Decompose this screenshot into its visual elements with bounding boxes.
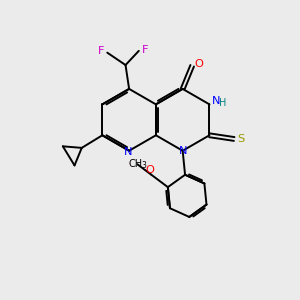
- Text: 3: 3: [141, 161, 146, 170]
- Text: N: N: [212, 96, 220, 106]
- Text: H: H: [219, 98, 226, 108]
- Text: CH: CH: [129, 159, 143, 169]
- Text: S: S: [237, 134, 244, 144]
- Text: N: N: [178, 146, 187, 156]
- Text: F: F: [141, 45, 148, 55]
- Text: O: O: [146, 165, 155, 175]
- Text: O: O: [128, 163, 130, 164]
- Text: O: O: [194, 59, 203, 69]
- Text: N: N: [123, 147, 132, 157]
- Text: F: F: [98, 46, 105, 56]
